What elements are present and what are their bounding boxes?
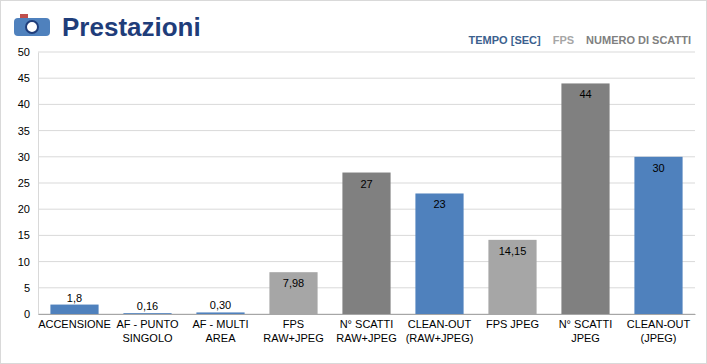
y-tick-label: 40 bbox=[18, 98, 30, 110]
x-tick-label-line: JPEG bbox=[571, 332, 600, 344]
x-tick-label-line: RAW+JPEG bbox=[263, 332, 323, 344]
frame bbox=[1, 1, 707, 364]
y-tick-label: 35 bbox=[18, 125, 30, 137]
y-tick-label: 30 bbox=[18, 151, 30, 163]
x-axis: ACCENSIONE AF - PUNTO SINGOLO AF - MULTI ARE… bbox=[38, 314, 695, 344]
y-tick: 40 bbox=[18, 98, 38, 110]
title: Prestazioni bbox=[62, 12, 201, 42]
y-tick: 45 bbox=[18, 72, 38, 84]
icon-lens bbox=[26, 21, 38, 33]
x-tick-label: AF - MULTI AREA bbox=[192, 318, 248, 344]
x-tick: N° SCATTI JPEG bbox=[559, 314, 613, 344]
y-tick: 35 bbox=[18, 125, 38, 137]
x-tick-label-line: AREA bbox=[206, 332, 237, 344]
legend-entry: FPS bbox=[553, 34, 574, 46]
grid-line bbox=[38, 52, 695, 53]
x-tick-label: CLEAN-OUT (RAW+JPEG) bbox=[406, 318, 474, 344]
x-tick-label-line: FPS JPEG bbox=[486, 318, 539, 330]
x-tick: CLEAN-OUT (RAW+JPEG) bbox=[406, 314, 474, 344]
x-tick-label-line: CLEAN-OUT bbox=[627, 318, 691, 330]
data-label: 30 bbox=[652, 162, 664, 174]
x-tick-label-line: RAW+JPEG bbox=[336, 332, 396, 344]
bar bbox=[342, 173, 390, 314]
x-tick-label: ACCENSIONE bbox=[38, 318, 111, 330]
x-tick-label-line: (JPEG) bbox=[640, 332, 676, 344]
data-label: 44 bbox=[579, 88, 591, 100]
x-tick-label: N° SCATTI JPEG bbox=[559, 318, 613, 344]
x-tick: AF - MULTI AREA bbox=[192, 314, 248, 344]
x-tick: AF - PUNTO SINGOLO bbox=[116, 314, 179, 344]
icon-flash bbox=[20, 14, 28, 18]
bar bbox=[269, 272, 317, 314]
legend-entry: NUMERO DI SCATTI bbox=[586, 34, 691, 46]
x-tick-label: FPS JPEG bbox=[486, 318, 539, 330]
icon-body bbox=[14, 18, 50, 36]
x-tick: FPS JPEG bbox=[486, 314, 539, 330]
x-tick: FPS RAW+JPEG bbox=[263, 314, 323, 344]
plot: 051015202530354045501,80,160,3023307,981… bbox=[18, 46, 696, 344]
data-labels: 1,8 0,16 0,30 23 30 7,98 14,15 27 44 bbox=[67, 88, 665, 312]
legend-entry: TEMPO [SEC] bbox=[469, 34, 541, 46]
y-tick: 10 bbox=[18, 256, 38, 268]
data-label: 0,16 bbox=[137, 300, 158, 312]
x-tick-label-line: N° SCATTI bbox=[559, 318, 613, 330]
bars bbox=[50, 83, 682, 314]
x-tick-label-line: SINGOLO bbox=[122, 332, 173, 344]
x-tick: ACCENSIONE bbox=[38, 314, 111, 330]
y-tick: 20 bbox=[18, 203, 38, 215]
y-axis: 0 5 10 15 20 25 30 35 40 45 50 bbox=[18, 46, 39, 320]
bar bbox=[196, 312, 244, 314]
bar bbox=[123, 313, 171, 314]
legend: TEMPO [SEC] FPS NUMERO DI SCATTI bbox=[469, 34, 691, 46]
data-label: 23 bbox=[433, 198, 445, 210]
x-tick-label-line: (RAW+JPEG) bbox=[406, 332, 474, 344]
x-tick-label-line: ACCENSIONE bbox=[38, 318, 111, 330]
x-tick-label: AF - PUNTO SINGOLO bbox=[116, 318, 179, 344]
bar bbox=[488, 240, 536, 314]
x-tick-label-line: FPS bbox=[283, 318, 304, 330]
y-tick-label: 50 bbox=[18, 46, 30, 58]
data-label: 1,8 bbox=[67, 292, 82, 304]
x-tick-label-line: AF - PUNTO bbox=[116, 318, 179, 330]
y-tick: 5 bbox=[24, 282, 38, 294]
x-tick: CLEAN-OUT (JPEG) bbox=[627, 314, 691, 344]
x-tick-label-line: CLEAN-OUT bbox=[408, 318, 472, 330]
y-tick: 50 bbox=[18, 46, 38, 58]
bar bbox=[50, 305, 98, 314]
y-tick-label: 20 bbox=[18, 203, 30, 215]
y-tick-label: 45 bbox=[18, 72, 30, 84]
y-tick: 25 bbox=[18, 177, 38, 189]
y-tick-label: 25 bbox=[18, 177, 30, 189]
y-tick: 30 bbox=[18, 151, 38, 163]
x-tick-label-line: AF - MULTI bbox=[192, 318, 248, 330]
x-tick: N° SCATTI RAW+JPEG bbox=[336, 314, 396, 344]
data-label: 14,15 bbox=[499, 245, 527, 257]
x-tick-label: N° SCATTI RAW+JPEG bbox=[336, 318, 396, 344]
y-tick: 0 bbox=[24, 308, 38, 320]
y-axis-line bbox=[38, 53, 39, 315]
icon bbox=[14, 14, 50, 36]
x-axis-line bbox=[39, 314, 696, 315]
y-tick: 15 bbox=[18, 229, 38, 241]
grid-line bbox=[38, 78, 695, 79]
bar bbox=[634, 157, 682, 314]
y-tick-label: 0 bbox=[24, 308, 30, 320]
y-tick-label: 10 bbox=[18, 256, 30, 268]
chart: Prestazioni 0 5 10 15 20 25 30 35 40 45 50 1,8 0,16 0,… bbox=[0, 0, 707, 364]
x-tick-label: CLEAN-OUT (JPEG) bbox=[627, 318, 691, 344]
data-label: 0,30 bbox=[210, 299, 231, 311]
data-label: 7,98 bbox=[283, 277, 304, 289]
y-tick-label: 5 bbox=[24, 282, 30, 294]
bar bbox=[561, 83, 609, 314]
data-label: 27 bbox=[360, 178, 372, 190]
y-tick-label: 15 bbox=[18, 229, 30, 241]
bar bbox=[415, 193, 463, 314]
grid bbox=[38, 52, 695, 314]
x-tick-label-line: N° SCATTI bbox=[340, 318, 394, 330]
x-tick-label: FPS RAW+JPEG bbox=[263, 318, 323, 344]
